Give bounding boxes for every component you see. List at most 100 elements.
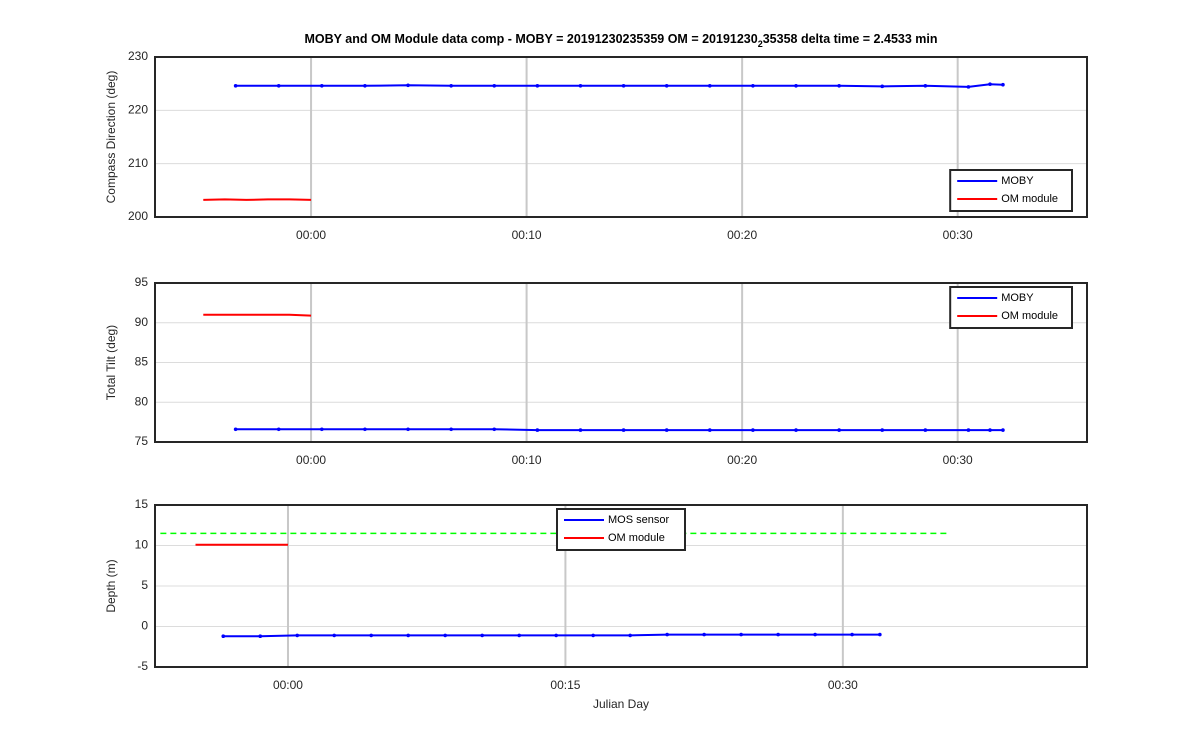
point: [578, 84, 583, 88]
point: [320, 427, 324, 432]
point: [776, 632, 780, 637]
legend-label: MOS sensor: [608, 514, 669, 526]
y-tick-label: 75: [135, 434, 149, 448]
series-line: [203, 313, 312, 317]
y-tick-label: 200: [128, 209, 148, 223]
legend-box: [949, 286, 1074, 329]
point: [443, 633, 447, 638]
data-layer: [160, 532, 949, 639]
y-axis-label: Compass Direction (deg): [104, 71, 118, 204]
point: [794, 428, 798, 432]
point: [880, 84, 885, 89]
point: [406, 83, 410, 88]
x-tick-label: 00:30: [828, 678, 858, 692]
point: [923, 84, 928, 88]
point: [295, 633, 300, 638]
point: [813, 632, 817, 637]
point: [369, 633, 374, 638]
legend-label: OM module: [1001, 310, 1058, 322]
point: [554, 633, 558, 638]
x-tick-label: 00:20: [727, 453, 757, 467]
chart-title: MOBY and OM Module data comp - MOBY = 20…: [305, 32, 938, 49]
y-tick-label: -5: [137, 659, 148, 673]
point: [591, 633, 595, 638]
point: [702, 632, 706, 637]
legend-label: MOBY: [1001, 175, 1034, 187]
series-line: [203, 198, 312, 201]
point: [988, 428, 992, 432]
y-axis-label: Depth (m): [104, 559, 118, 612]
x-tick-label: 00:30: [943, 228, 973, 242]
point: [332, 633, 337, 638]
x-tick-label: 00:00: [296, 228, 326, 242]
point: [794, 84, 798, 88]
point: [966, 85, 971, 89]
point: [363, 84, 367, 88]
x-tick-label: 00:30: [943, 453, 973, 467]
legend-label: OM module: [608, 532, 665, 544]
point: [221, 634, 226, 639]
point: [535, 84, 540, 88]
point: [492, 84, 497, 88]
x-tick-label: 00:10: [512, 453, 542, 467]
y-tick-label: 10: [135, 538, 149, 552]
point: [708, 84, 712, 88]
subplot: -5 0 5 10 15 00:00 00:15 00:30 Depth (m) Julian D…: [104, 497, 1088, 711]
y-tick-label: 210: [128, 156, 148, 170]
axes-box: [154, 504, 1088, 668]
point: [664, 84, 669, 88]
y-tick-label: 85: [135, 355, 149, 369]
axes-box: [154, 56, 1088, 218]
axes-box: [154, 282, 1088, 443]
point: [406, 427, 410, 432]
point: [923, 428, 928, 432]
point: [878, 632, 882, 637]
y-tick-label: 230: [128, 49, 148, 63]
legend: MOBY OM module: [949, 169, 1074, 212]
point: [535, 428, 540, 432]
x-tick-label: 00:00: [296, 453, 326, 467]
y-tick-label: 90: [135, 315, 149, 329]
x-tick-label: 00:20: [727, 228, 757, 242]
point: [665, 632, 669, 637]
point: [1001, 428, 1005, 432]
point: [628, 633, 632, 638]
title-part: 35358 delta time = 2.4533 min: [763, 32, 938, 46]
point: [1001, 82, 1005, 87]
point: [449, 84, 453, 88]
legend: MOS sensor OM module: [556, 508, 686, 551]
subplot: 75 80 85 90 95 00:00 00:10 00:20 00:30 Total Tilt…: [104, 275, 1088, 467]
point: [363, 427, 367, 432]
y-tick-label: 0: [141, 619, 148, 633]
point: [320, 84, 324, 88]
point: [492, 427, 497, 432]
data-layer: [203, 313, 1005, 432]
point: [406, 633, 411, 638]
y-tick-label: 15: [135, 497, 149, 511]
point: [966, 428, 971, 432]
y-tick-label: 220: [128, 103, 148, 117]
point: [751, 84, 755, 88]
legend-box: [949, 169, 1074, 212]
title-part: MOBY and OM Module data comp - MOBY = 20…: [305, 32, 758, 46]
point: [621, 428, 626, 432]
point: [880, 428, 885, 432]
point: [233, 84, 238, 88]
plot-area: [155, 57, 1087, 217]
point: [276, 84, 281, 88]
series-line: [235, 83, 1003, 88]
y-tick-label: 80: [135, 394, 149, 408]
point: [664, 428, 669, 432]
point: [233, 427, 238, 432]
y-axis-label: Total Tilt (deg): [104, 325, 118, 400]
y-tick-label: 95: [135, 275, 149, 289]
legend: MOBY OM module: [949, 286, 1074, 329]
point: [708, 428, 712, 432]
point: [449, 427, 453, 432]
legend-box: [556, 508, 686, 551]
legend-label: OM module: [1001, 193, 1058, 205]
point: [988, 82, 992, 86]
point: [837, 428, 841, 432]
point: [850, 632, 854, 637]
